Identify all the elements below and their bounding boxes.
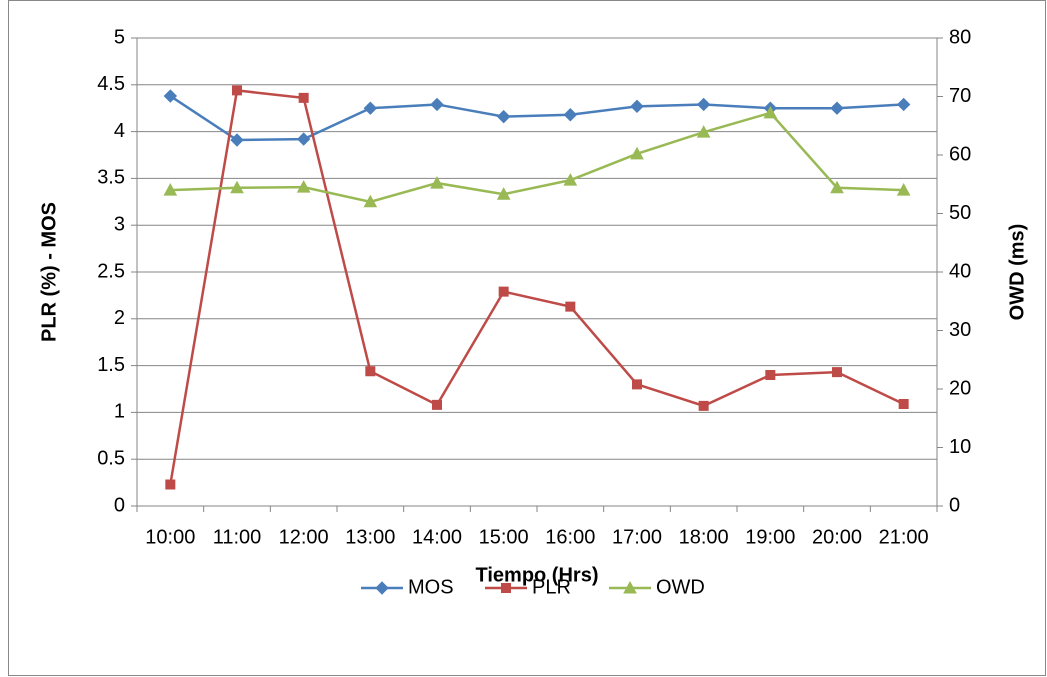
data-point xyxy=(430,97,444,112)
data-point xyxy=(896,97,911,112)
x-tick-label: 21:00 xyxy=(879,526,929,548)
y-tick-label: 2.5 xyxy=(97,260,125,282)
y-tick-label: 3 xyxy=(114,213,125,235)
data-point xyxy=(898,398,909,409)
data-point xyxy=(230,133,244,147)
data-point xyxy=(163,89,178,103)
y-tick-label: 3.5 xyxy=(97,167,125,189)
x-tick-label: 11:00 xyxy=(213,526,262,548)
y2-tick-label: 80 xyxy=(949,26,971,48)
data-point xyxy=(363,194,378,208)
data-point xyxy=(696,97,711,112)
y-tick-label: 0.5 xyxy=(97,447,125,469)
series-line xyxy=(170,111,904,204)
data-point xyxy=(496,109,511,124)
x-tick-label: 12:00 xyxy=(279,526,329,548)
series-line xyxy=(169,94,904,142)
data-point xyxy=(232,85,242,96)
data-point xyxy=(563,173,578,186)
data-point xyxy=(298,92,309,103)
data-point xyxy=(696,125,711,138)
x-axis-title: Tiempo (Hrs) xyxy=(476,564,599,586)
y-tick-label: 5 xyxy=(114,26,125,48)
y2-tick-label: 20 xyxy=(949,377,971,399)
legend-label: MOS xyxy=(408,576,454,598)
legend-marker xyxy=(501,583,511,593)
data-point xyxy=(296,180,311,193)
legend-marker xyxy=(375,581,389,595)
x-tick-label: 17:00 xyxy=(612,526,662,548)
x-tick-label: 20:00 xyxy=(812,526,862,548)
data-point xyxy=(430,176,444,189)
y-tick-label: 2 xyxy=(114,307,125,329)
data-point xyxy=(432,399,442,410)
data-point xyxy=(498,286,509,297)
x-tick-label: 18:00 xyxy=(679,526,729,548)
chart-frame xyxy=(8,0,1046,676)
data-point xyxy=(363,101,378,115)
y2-tick-label: 60 xyxy=(949,143,971,165)
y2-tick-label: 0 xyxy=(949,494,960,516)
data-point xyxy=(563,108,578,122)
legend-label: PLR xyxy=(532,576,571,598)
y2-axis-title: OWD (ms) xyxy=(1006,224,1028,321)
data-point xyxy=(365,366,376,377)
x-tick-label: 10:00 xyxy=(145,526,195,548)
data-point xyxy=(632,379,642,390)
data-point xyxy=(830,180,844,194)
data-point xyxy=(163,183,178,196)
data-point xyxy=(698,400,709,411)
y-tick-label: 1 xyxy=(114,401,125,423)
data-point xyxy=(565,301,576,312)
y2-tick-label: 70 xyxy=(949,85,971,107)
y-tick-label: 1.5 xyxy=(97,354,125,376)
data-point xyxy=(832,367,842,378)
x-tick-label: 19:00 xyxy=(745,526,795,548)
legend-marker xyxy=(623,580,637,594)
y-tick-label: 4 xyxy=(114,120,125,142)
data-point xyxy=(296,132,311,146)
x-tick-label: 13:00 xyxy=(345,526,395,548)
y-axis-title: PLR (%) - MOS xyxy=(38,202,60,342)
y-tick-label: 4.5 xyxy=(97,73,125,95)
x-tick-label: 14:00 xyxy=(412,526,462,548)
y2-tick-label: 40 xyxy=(949,260,971,282)
data-point xyxy=(230,180,244,194)
data-point xyxy=(763,105,778,119)
y-tick-label: 0 xyxy=(114,494,125,516)
data-point xyxy=(765,369,776,380)
x-tick-label: 15:00 xyxy=(479,526,529,548)
data-point xyxy=(630,99,644,114)
legend-label: OWD xyxy=(656,576,705,598)
data-point xyxy=(496,187,511,200)
y2-tick-label: 30 xyxy=(949,319,971,341)
x-tick-label: 16:00 xyxy=(545,526,595,548)
data-point xyxy=(830,101,844,115)
data-point xyxy=(630,146,644,160)
series-line xyxy=(169,89,905,485)
y2-tick-label: 50 xyxy=(949,202,971,224)
data-point xyxy=(165,479,176,490)
y2-tick-label: 10 xyxy=(949,436,971,458)
data-point xyxy=(896,183,911,196)
